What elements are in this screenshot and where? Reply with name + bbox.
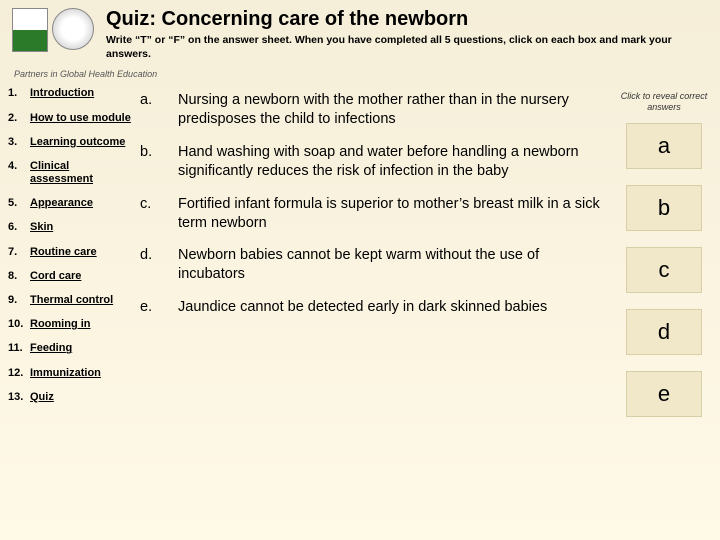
answer-box-d[interactable]: d — [626, 309, 702, 355]
questions-list: a. Nursing a newborn with the mother rat… — [140, 91, 616, 433]
nav-link: Introduction — [30, 87, 94, 100]
answer-box-a[interactable]: a — [626, 123, 702, 169]
nav-item-appearance[interactable]: 5.Appearance — [8, 197, 134, 210]
question-a: a. Nursing a newborn with the mother rat… — [140, 91, 608, 129]
nav-link: Thermal control — [30, 294, 113, 307]
page-title: Quiz: Concerning care of the newborn — [106, 8, 708, 31]
nav-item-feeding[interactable]: 11.Feeding — [8, 342, 134, 355]
answer-box-c[interactable]: c — [626, 247, 702, 293]
nav-num: 13. — [8, 391, 30, 404]
nav-item-how-to-use[interactable]: 2.How to use module — [8, 112, 134, 125]
header-text: Quiz: Concerning care of the newborn Wri… — [106, 8, 708, 61]
question-letter: e. — [140, 298, 178, 317]
nav-link: Skin — [30, 221, 53, 234]
question-text: Nursing a newborn with the mother rather… — [178, 91, 608, 129]
nav-link: Rooming in — [30, 318, 91, 331]
question-e: e. Jaundice cannot be detected early in … — [140, 298, 608, 317]
nav-link: Clinical assessment — [30, 160, 134, 186]
nav-item-routine-care[interactable]: 7.Routine care — [8, 246, 134, 259]
page-subtitle: Write “T” or “F” on the answer sheet. Wh… — [106, 33, 708, 61]
nav-num: 1. — [8, 87, 30, 100]
nav-item-learning-outcome[interactable]: 3.Learning outcome — [8, 136, 134, 149]
nav-num: 5. — [8, 197, 30, 210]
question-text: Hand washing with soap and water before … — [178, 143, 608, 181]
question-text: Newborn babies cannot be kept warm witho… — [178, 246, 608, 284]
answers-column: Click to reveal correct answers a b c d … — [616, 91, 712, 433]
nav-num: 12. — [8, 367, 30, 380]
answers-hint: Click to reveal correct answers — [616, 91, 712, 113]
partners-label: Partners in Global Health Education — [0, 65, 720, 87]
answer-box-b[interactable]: b — [626, 185, 702, 231]
question-d: d. Newborn babies cannot be kept warm wi… — [140, 246, 608, 284]
nav-link: Quiz — [30, 391, 54, 404]
nav-num: 4. — [8, 160, 30, 186]
shield-logo-icon — [12, 8, 48, 52]
nav-link: Routine care — [30, 246, 97, 259]
nav-item-immunization[interactable]: 12.Immunization — [8, 367, 134, 380]
question-text: Jaundice cannot be detected early in dar… — [178, 298, 608, 317]
question-text: Fortified infant formula is superior to … — [178, 195, 608, 233]
question-letter: b. — [140, 143, 178, 181]
nav-item-cord-care[interactable]: 8.Cord care — [8, 270, 134, 283]
nav-link: Feeding — [30, 342, 72, 355]
header: Quiz: Concerning care of the newborn Wri… — [0, 0, 720, 65]
nav-item-quiz[interactable]: 13.Quiz — [8, 391, 134, 404]
nav-list: 1.Introduction 2.How to use module 3.Lea… — [8, 87, 134, 404]
nav-item-rooming-in[interactable]: 10.Rooming in — [8, 318, 134, 331]
question-letter: d. — [140, 246, 178, 284]
content: 1.Introduction 2.How to use module 3.Lea… — [0, 87, 720, 433]
nav-num: 7. — [8, 246, 30, 259]
question-letter: a. — [140, 91, 178, 129]
logo-group — [12, 8, 94, 52]
nav-num: 8. — [8, 270, 30, 283]
question-c: c. Fortified infant formula is superior … — [140, 195, 608, 233]
nav-num: 10. — [8, 318, 30, 331]
seal-logo-icon — [52, 8, 94, 50]
answer-box-e[interactable]: e — [626, 371, 702, 417]
nav-num: 11. — [8, 342, 30, 355]
nav-link: Appearance — [30, 197, 93, 210]
nav-num: 9. — [8, 294, 30, 307]
nav-num: 6. — [8, 221, 30, 234]
nav-link: How to use module — [30, 112, 131, 125]
question-b: b. Hand washing with soap and water befo… — [140, 143, 608, 181]
nav-num: 2. — [8, 112, 30, 125]
nav-link: Cord care — [30, 270, 81, 283]
nav-item-skin[interactable]: 6.Skin — [8, 221, 134, 234]
nav-num: 3. — [8, 136, 30, 149]
nav-link: Immunization — [30, 367, 101, 380]
nav-item-clinical-assessment[interactable]: 4.Clinical assessment — [8, 160, 134, 186]
nav-item-thermal-control[interactable]: 9.Thermal control — [8, 294, 134, 307]
nav-link: Learning outcome — [30, 136, 125, 149]
sidebar: 1.Introduction 2.How to use module 3.Lea… — [8, 87, 140, 433]
question-letter: c. — [140, 195, 178, 233]
main: a. Nursing a newborn with the mother rat… — [140, 87, 712, 433]
nav-item-introduction[interactable]: 1.Introduction — [8, 87, 134, 100]
